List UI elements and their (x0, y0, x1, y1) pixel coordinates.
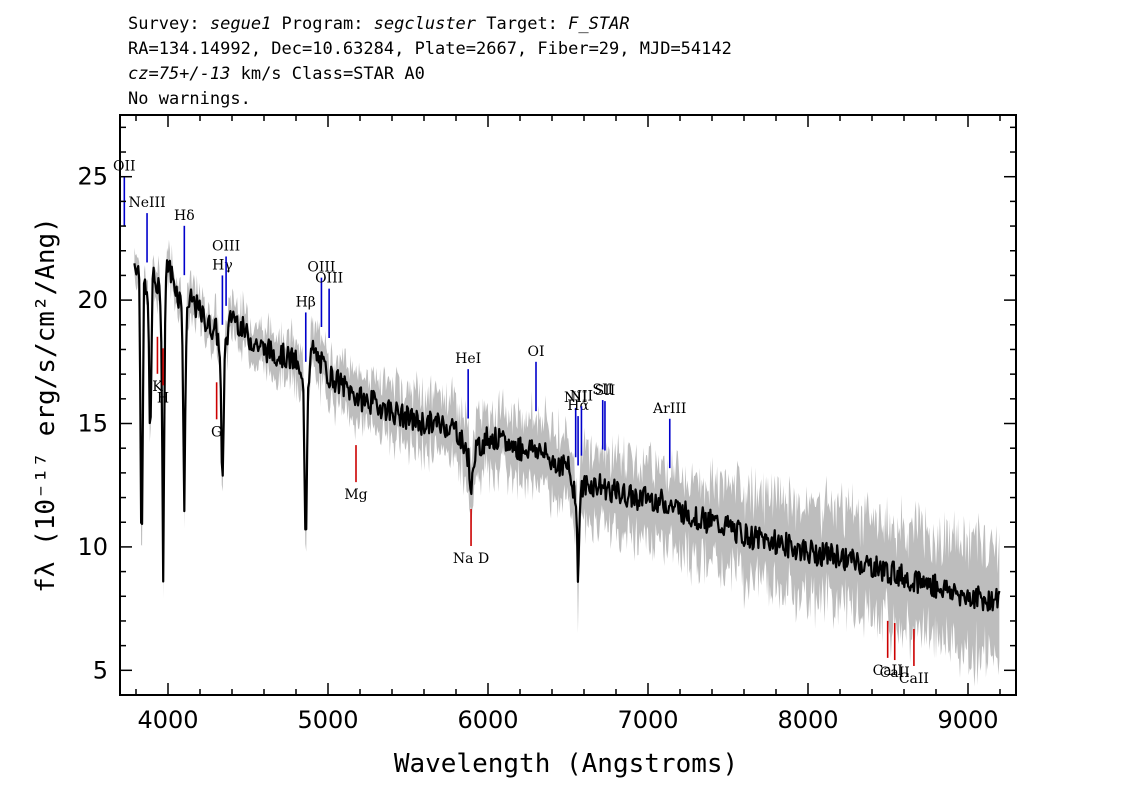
x-tick-label: 5000 (297, 706, 358, 734)
absorption-line-label: Mg (344, 487, 367, 503)
absorption-line-label: CaII (880, 665, 910, 681)
plot-frame (119, 114, 1017, 696)
x-tick-label: 8000 (777, 706, 838, 734)
emission-line-label: NII (570, 388, 593, 404)
emission-line-label: Hδ (174, 208, 195, 224)
emission-line-label: OIII (212, 239, 240, 255)
emission-line-label: SII (592, 382, 613, 398)
y-tick-label: 20 (77, 286, 108, 314)
absorption-line-label: K (152, 379, 163, 395)
y-tick-label: 5 (93, 656, 108, 684)
axis-tick-labels: 4000 5000 6000 7000 8000 9000 5 10 15 20 25 (77, 163, 998, 734)
emission-line-label: Hα (567, 398, 589, 414)
y-axis-title: fλ (10⁻¹⁷ erg/s/cm²/Ang) (31, 217, 61, 593)
header: Survey: segue1 Program: segcluster Targe… (128, 14, 732, 109)
emission-line-label: OII (113, 159, 136, 175)
axis-ticks (120, 115, 1016, 695)
absorption-line-label: G (211, 424, 222, 440)
emission-line-label: Hγ (212, 257, 233, 273)
header-line-1: Survey: segue1 Program: segcluster Targe… (128, 14, 630, 34)
emission-line-label: SII (595, 383, 616, 399)
emission-line-label: OIII (315, 271, 343, 287)
y-tick-label: 15 (77, 410, 108, 438)
x-tick-label: 7000 (617, 706, 678, 734)
absorption-line-label: CaII (899, 671, 929, 687)
absorption-line-label: H (157, 390, 169, 406)
absorption-line-label: Na D (453, 551, 489, 567)
emission-line-label: OIII (307, 260, 335, 276)
emission-line-label: NeIII (128, 195, 165, 211)
emission-line-label: ArIII (652, 401, 686, 417)
emission-line-label: Hβ (296, 294, 316, 310)
header-line-3: cz=75+/-13 km/s Class=STAR A0 (128, 64, 425, 84)
flux-line (133, 259, 1001, 612)
header-line-2: RA=134.14992, Dec=10.63284, Plate=2667, … (128, 39, 732, 59)
x-axis-title: Wavelength (Angstroms) (394, 749, 738, 779)
emission-line-label: HeI (455, 351, 481, 367)
header-line-4: No warnings. (128, 89, 251, 109)
x-tick-label: 9000 (937, 706, 998, 734)
y-tick-label: 25 (77, 163, 108, 191)
emission-line-label: NII (564, 390, 587, 406)
emission-line-label: OI (527, 344, 544, 360)
x-tick-label: 6000 (457, 706, 518, 734)
y-tick-label: 10 (77, 533, 108, 561)
absorption-line-label: CaII (873, 663, 903, 679)
flux-series (133, 259, 1001, 612)
x-tick-label: 4000 (137, 706, 198, 734)
